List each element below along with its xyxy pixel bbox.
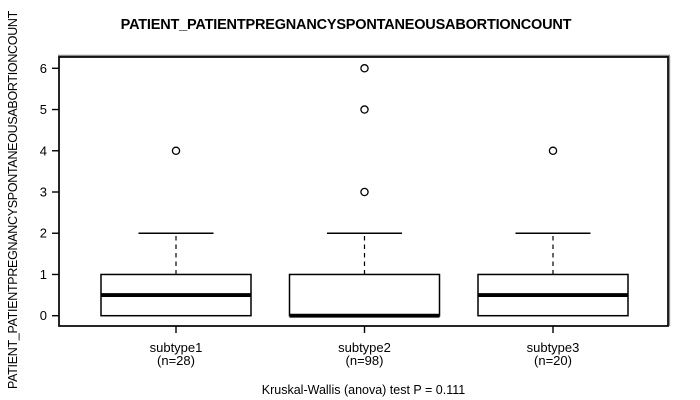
- y-tick-label: 1: [40, 267, 47, 282]
- y-tick-label: 4: [40, 143, 47, 158]
- group-label: subtype3: [527, 340, 580, 355]
- outlier-point: [360, 187, 369, 197]
- box: [288, 273, 441, 317]
- outlier-point: [360, 64, 369, 73]
- stat-test-caption: Kruskal-Wallis (anova) test P = 0.111: [261, 383, 466, 397]
- group-label: subtype1: [150, 340, 203, 355]
- group-label: subtype2: [338, 340, 391, 355]
- group-count-label: (n=98): [346, 353, 384, 368]
- outlier-point: [548, 146, 558, 156]
- y-tick-label: 0: [40, 308, 47, 323]
- y-tick-label: 3: [40, 185, 47, 200]
- group-count-label: (n=28): [157, 353, 195, 368]
- y-tick-label: 2: [40, 226, 47, 241]
- y-tick-label: 5: [40, 102, 47, 117]
- group-count-label: (n=20): [534, 353, 572, 368]
- chart-title: PATIENT_PATIENTPREGNANCYSPONTANEOUSABORT…: [120, 17, 572, 33]
- outlier-point: [171, 146, 181, 156]
- outlier-point: [360, 105, 369, 114]
- y-tick-label: 6: [40, 61, 47, 76]
